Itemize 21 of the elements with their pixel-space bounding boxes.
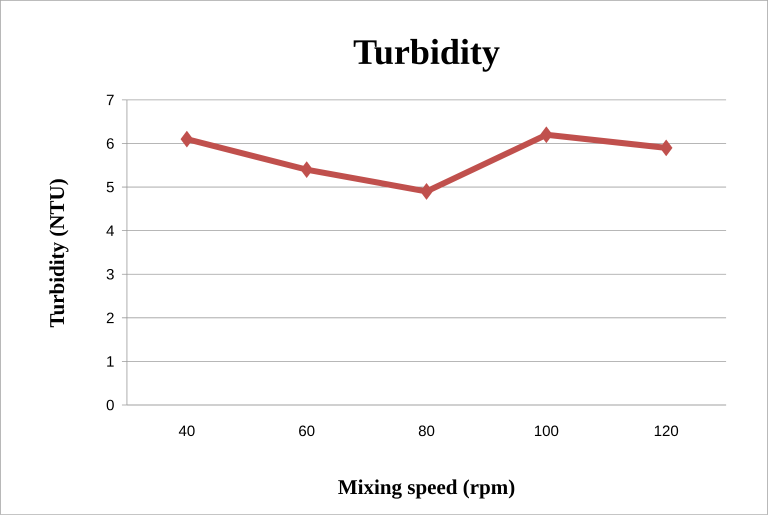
point <box>420 183 433 200</box>
y-tick-label: 2 <box>106 312 114 324</box>
chart-title: Turbidity <box>354 38 500 72</box>
x-tick-label: 60 <box>299 426 314 436</box>
y-tick-label: 5 <box>106 182 114 192</box>
y-tick-label: 7 <box>106 94 114 106</box>
x-axis-title: Mixing speed (rpm) <box>338 479 514 499</box>
point <box>660 140 672 156</box>
point <box>540 126 553 144</box>
x-tick-label: 40 <box>178 426 195 436</box>
x-tick-label: 120 <box>654 426 678 436</box>
y-tick-label: 1 <box>107 356 114 367</box>
y-tick-label: 6 <box>106 138 114 149</box>
point <box>300 161 313 178</box>
y-axis-title: Turbidity (NTU) <box>49 179 68 328</box>
y-tick-label: 4 <box>106 226 114 236</box>
y-tick-label: 0 <box>106 400 114 410</box>
x-tick-label: 80 <box>418 426 434 436</box>
point <box>180 130 194 148</box>
x-tick-label: 100 <box>534 426 558 436</box>
y-tick-label: 3 <box>106 268 114 280</box>
